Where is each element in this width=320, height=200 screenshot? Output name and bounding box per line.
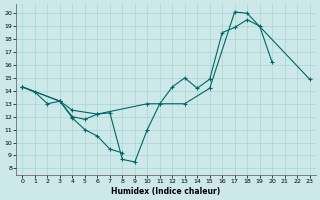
X-axis label: Humidex (Indice chaleur): Humidex (Indice chaleur) <box>111 187 221 196</box>
